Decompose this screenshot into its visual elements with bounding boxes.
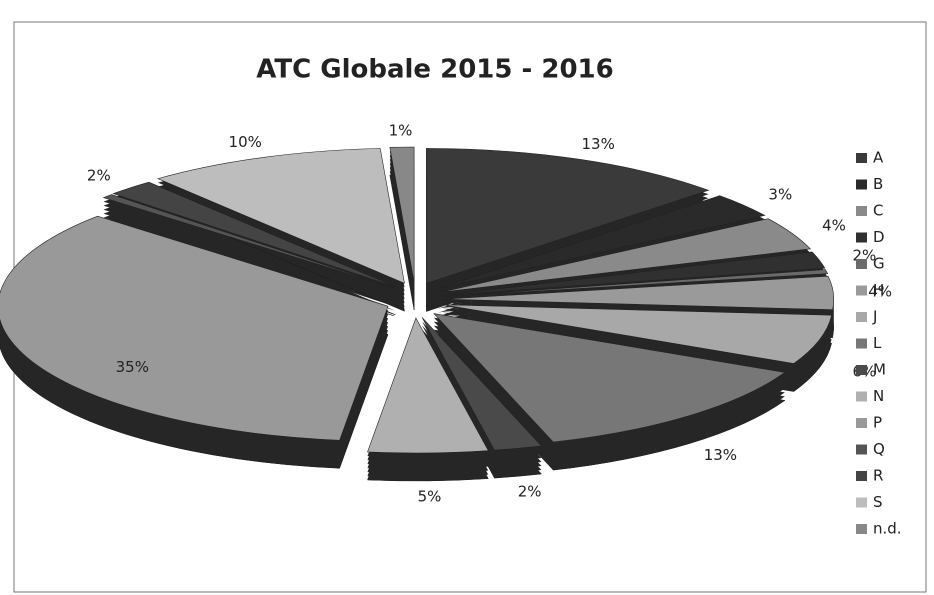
slice <box>157 148 405 284</box>
legend-swatch <box>856 391 867 402</box>
legend-label: G <box>873 255 885 273</box>
legend-swatch <box>856 471 867 481</box>
slice <box>440 218 811 293</box>
data-label: 13% <box>582 135 615 153</box>
legend-label: M <box>873 361 886 379</box>
slice <box>443 269 829 297</box>
legend-swatch <box>856 418 867 428</box>
data-label: 13% <box>704 446 737 464</box>
legend-swatch <box>856 497 867 508</box>
legend-label: n.d. <box>873 520 902 538</box>
data-label: 3% <box>768 186 792 204</box>
legend-label: D <box>873 228 885 246</box>
legend-label: C <box>873 202 883 220</box>
slice <box>421 317 543 451</box>
legend-label: P <box>873 414 882 432</box>
legend-label: L <box>873 334 882 352</box>
data-label: 2% <box>518 482 542 500</box>
data-label: 4% <box>868 283 892 301</box>
legend-label: A <box>873 149 884 167</box>
slice <box>389 146 415 283</box>
data-label: 35% <box>116 358 149 376</box>
legend-label: Q <box>873 440 885 458</box>
chart-title: ATC Globale 2015 - 2016 <box>256 55 613 85</box>
legend-label: H <box>873 281 884 299</box>
legend-swatch <box>856 285 867 296</box>
data-label: 1% <box>389 121 413 139</box>
legend-label: S <box>873 493 883 511</box>
data-label: 2% <box>87 166 111 184</box>
slice <box>442 304 832 364</box>
slice <box>367 317 489 454</box>
data-label: 5% <box>418 488 442 506</box>
slice <box>426 148 710 284</box>
legend-swatch <box>856 232 867 243</box>
data-label: 4% <box>822 217 846 235</box>
slice <box>433 313 786 443</box>
legend-swatch <box>856 444 867 455</box>
legend-swatch <box>856 259 867 269</box>
legend-swatch <box>856 206 867 216</box>
legend-swatch <box>856 179 867 190</box>
slice <box>437 195 766 290</box>
legend-swatch <box>856 524 867 534</box>
legend-swatch <box>856 338 867 349</box>
legend-label: N <box>873 387 884 405</box>
legend-swatch <box>856 365 867 375</box>
slice <box>443 275 835 310</box>
slice <box>112 181 396 288</box>
legend-swatch <box>856 312 867 322</box>
slice <box>442 251 826 296</box>
slice <box>102 194 394 289</box>
data-label: 10% <box>229 133 262 151</box>
slice <box>0 215 389 441</box>
legend-label: J <box>872 308 877 326</box>
legend-swatch <box>856 153 867 163</box>
legend-label: B <box>873 175 883 193</box>
legend-label: R <box>873 467 883 485</box>
